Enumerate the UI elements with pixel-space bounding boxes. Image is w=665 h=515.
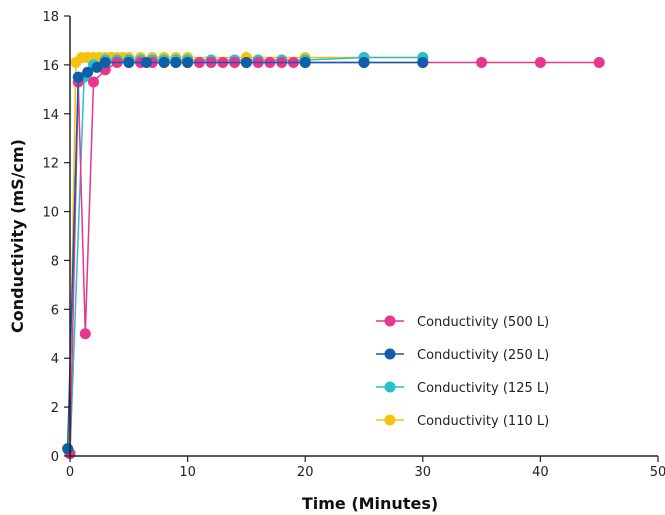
legend-label: Conductivity (110 L) — [417, 414, 549, 429]
legend-marker — [384, 381, 396, 393]
data-point — [240, 56, 252, 68]
legend-label: Conductivity (125 L) — [417, 381, 549, 396]
series-layer — [62, 52, 605, 460]
legend-item: Conductivity (125 L) — [376, 381, 549, 396]
data-point — [99, 56, 111, 68]
data-point — [593, 56, 605, 68]
series-2 — [64, 52, 429, 460]
data-point — [299, 56, 311, 68]
series-3 — [63, 52, 429, 457]
data-point — [417, 56, 429, 68]
x-axis-title: Time (Minutes) — [302, 494, 438, 513]
y-tick-label: 0 — [51, 450, 59, 465]
y-tick-label: 14 — [42, 108, 59, 123]
data-point — [358, 56, 370, 68]
y-tick-label: 18 — [42, 10, 59, 25]
data-point — [72, 71, 84, 83]
legend: Conductivity (500 L) Conductivity (250 L)… — [376, 315, 549, 429]
axes-layer — [69, 16, 658, 457]
legend-item: Conductivity (500 L) — [376, 315, 549, 330]
data-point — [182, 56, 194, 68]
data-point — [476, 56, 488, 68]
x-tick-label: 50 — [650, 465, 665, 480]
data-point — [79, 328, 91, 340]
data-point — [82, 66, 94, 78]
y-tick-label: 4 — [51, 352, 59, 367]
legend-marker — [384, 348, 396, 360]
data-point — [158, 56, 170, 68]
series-line — [68, 56, 423, 452]
y-tick-label: 6 — [51, 303, 59, 318]
legend-label: Conductivity (250 L) — [417, 348, 549, 363]
y-tick-label: 16 — [42, 59, 59, 74]
y-tick-label: 8 — [51, 254, 59, 269]
data-point — [88, 76, 100, 88]
data-point — [140, 56, 152, 68]
y-tick-label: 2 — [51, 401, 59, 416]
data-point — [170, 56, 182, 68]
y-tick-label: 12 — [42, 157, 59, 172]
legend-marker — [384, 315, 396, 327]
x-tick-label: 20 — [297, 465, 314, 480]
series-line — [69, 56, 423, 454]
series-0 — [64, 56, 605, 460]
x-tick-label: 40 — [532, 465, 549, 480]
ticks-layer: 0 10 20 30 40 50 0 2 4 6 8 10 12 14 16 18 — [42, 10, 665, 480]
y-axis-title: Conductivity (mS/cm) — [8, 139, 27, 333]
series-1 — [62, 56, 429, 455]
x-tick-label: 0 — [66, 465, 74, 480]
data-point — [91, 61, 103, 73]
legend-marker — [384, 414, 396, 426]
legend-label: Conductivity (500 L) — [417, 315, 549, 330]
data-point — [123, 56, 135, 68]
legend-item: Conductivity (250 L) — [376, 348, 549, 363]
data-point — [534, 56, 546, 68]
y-tick-label: 10 — [42, 206, 59, 221]
series-line — [66, 61, 423, 449]
legend-item: Conductivity (110 L) — [376, 414, 549, 429]
data-point — [62, 443, 74, 455]
x-tick-label: 30 — [415, 465, 432, 480]
x-tick-label: 10 — [179, 465, 196, 480]
